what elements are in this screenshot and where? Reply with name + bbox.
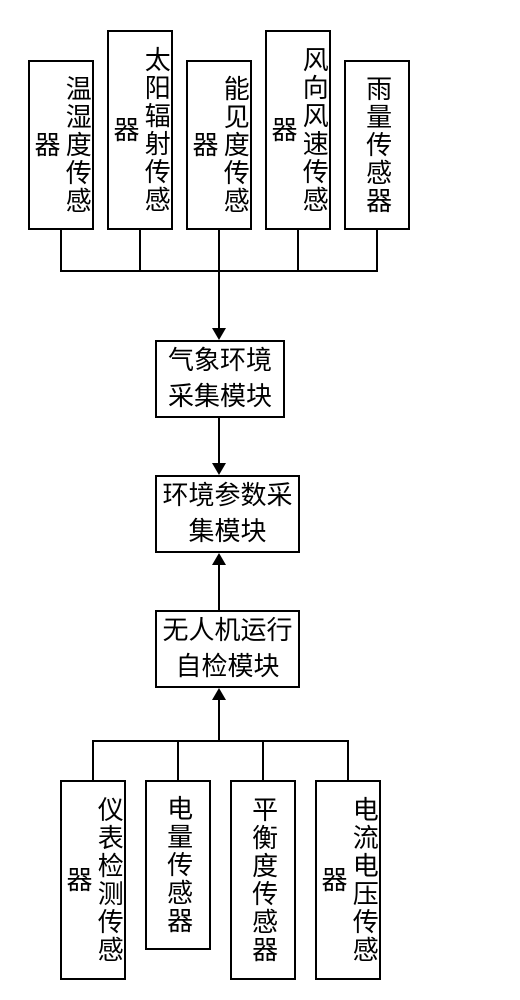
sensor-label: 仪表检测传感器 bbox=[62, 786, 124, 974]
sensor-label: 平衡度传感器 bbox=[247, 796, 278, 964]
sensor-label: 太阳辐射传感器 bbox=[109, 36, 171, 224]
module-label: 无人机运行 自检模块 bbox=[162, 613, 292, 686]
sensor-solar-radiation: 太阳辐射传感器 bbox=[107, 30, 173, 230]
module-label: 环境参数采 集模块 bbox=[162, 478, 292, 551]
module-env-param-collect: 环境参数采 集模块 bbox=[155, 475, 300, 553]
module-label: 气象环境 采集模块 bbox=[168, 343, 272, 416]
connector-line bbox=[177, 740, 179, 780]
connector-line bbox=[218, 270, 220, 328]
arrow-icon bbox=[212, 688, 226, 700]
arrow-icon bbox=[212, 553, 226, 565]
connector-line bbox=[262, 740, 264, 780]
bus-line-bottom bbox=[92, 740, 349, 742]
sensor-wind: 风向风速传感器 bbox=[265, 30, 331, 230]
module-weather-env-collect: 气象环境 采集模块 bbox=[155, 340, 285, 418]
connector-line bbox=[92, 740, 94, 780]
sensor-instrument-detect: 仪表检测传感器 bbox=[60, 780, 126, 980]
sensor-current-voltage: 电流电压传感器 bbox=[315, 780, 381, 980]
sensor-visibility: 能见度传感器 bbox=[186, 60, 252, 230]
sensor-label: 温湿度传感器 bbox=[30, 66, 92, 224]
connector-line bbox=[218, 700, 220, 740]
sensor-rain: 雨量传感器 bbox=[344, 60, 410, 230]
sensor-label: 电流电压传感器 bbox=[317, 786, 379, 974]
connector-line bbox=[139, 230, 141, 270]
connector-line bbox=[218, 565, 220, 610]
sensor-battery: 电量传感器 bbox=[145, 780, 211, 950]
sensor-label: 能见度传感器 bbox=[188, 66, 250, 224]
sensor-temp-humidity: 温湿度传感器 bbox=[28, 60, 94, 230]
connector-line bbox=[347, 740, 349, 780]
sensor-label: 风向风速传感器 bbox=[267, 36, 329, 224]
sensor-balance: 平衡度传感器 bbox=[230, 780, 296, 980]
module-uav-selfcheck: 无人机运行 自检模块 bbox=[155, 610, 300, 688]
arrow-icon bbox=[212, 463, 226, 475]
sensor-label: 电量传感器 bbox=[162, 795, 193, 935]
connector-line bbox=[60, 230, 62, 270]
sensor-label: 雨量传感器 bbox=[361, 75, 392, 215]
connector-line bbox=[376, 230, 378, 270]
connector-line bbox=[218, 418, 220, 463]
connector-line bbox=[218, 230, 220, 270]
arrow-icon bbox=[212, 328, 226, 340]
connector-line bbox=[297, 230, 299, 270]
